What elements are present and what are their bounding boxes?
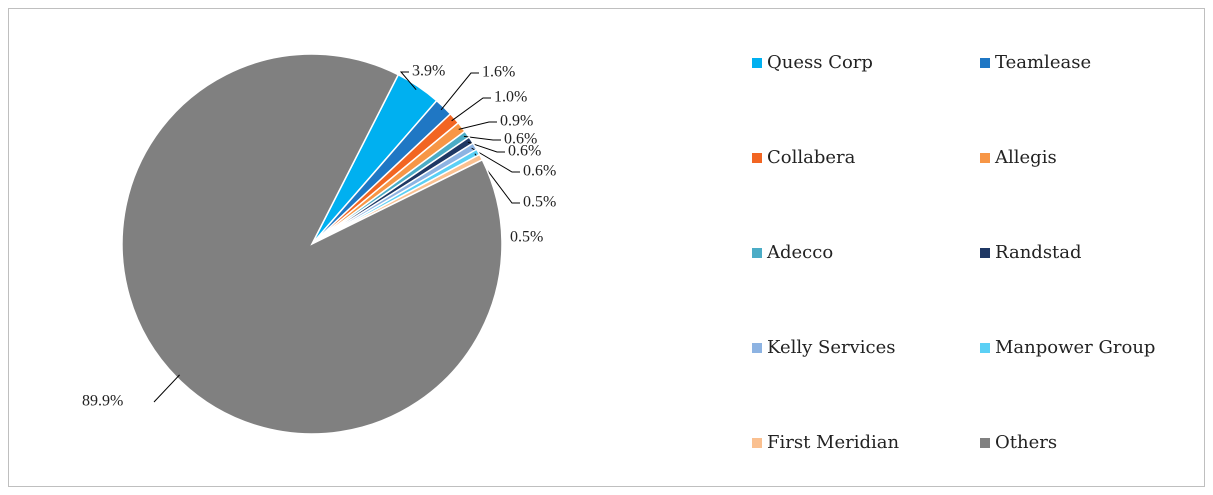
legend-label: Kelly Services — [767, 337, 896, 358]
legend-swatch — [980, 153, 990, 163]
legend-label: Randstad — [995, 242, 1082, 263]
leader-line — [467, 141, 505, 153]
leader-line — [463, 135, 501, 141]
leader-line — [451, 97, 491, 122]
legend-label: Adecco — [766, 242, 833, 263]
legend-label: Teamlease — [995, 52, 1091, 73]
data-label: 0.5% — [510, 229, 543, 246]
data-label: 1.6% — [482, 64, 515, 81]
legend-label: Collabera — [767, 147, 856, 168]
data-label: 0.6% — [504, 131, 537, 148]
legend-swatch — [752, 343, 762, 353]
legend-swatch — [752, 58, 762, 68]
legend-swatch — [980, 343, 990, 353]
leader-line — [458, 121, 497, 130]
leader-line — [153, 374, 180, 403]
legend-label: Quess Corp — [767, 52, 873, 73]
data-label: 0.6% — [523, 163, 556, 180]
leader-line — [440, 72, 479, 111]
data-label: 0.5% — [523, 194, 556, 211]
leader-line — [471, 147, 520, 173]
data-label: 0.6% — [508, 143, 541, 160]
legend-swatch — [752, 153, 762, 163]
legend-swatch — [752, 438, 762, 448]
data-label: 89.9% — [82, 393, 123, 410]
legend-label: Allegis — [994, 147, 1057, 168]
legend-swatch — [980, 58, 990, 68]
legend-swatch — [980, 438, 990, 448]
legend-label: Others — [995, 432, 1057, 453]
legend-swatch — [752, 248, 762, 258]
leader-line — [399, 71, 417, 90]
data-label: 0.9% — [500, 113, 533, 130]
data-label: 3.9% — [412, 63, 445, 80]
data-label: 1.0% — [494, 89, 527, 106]
legend-label: First Meridian — [767, 432, 899, 453]
legend-label: Manpower Group — [995, 337, 1155, 358]
legend-swatch — [980, 248, 990, 258]
